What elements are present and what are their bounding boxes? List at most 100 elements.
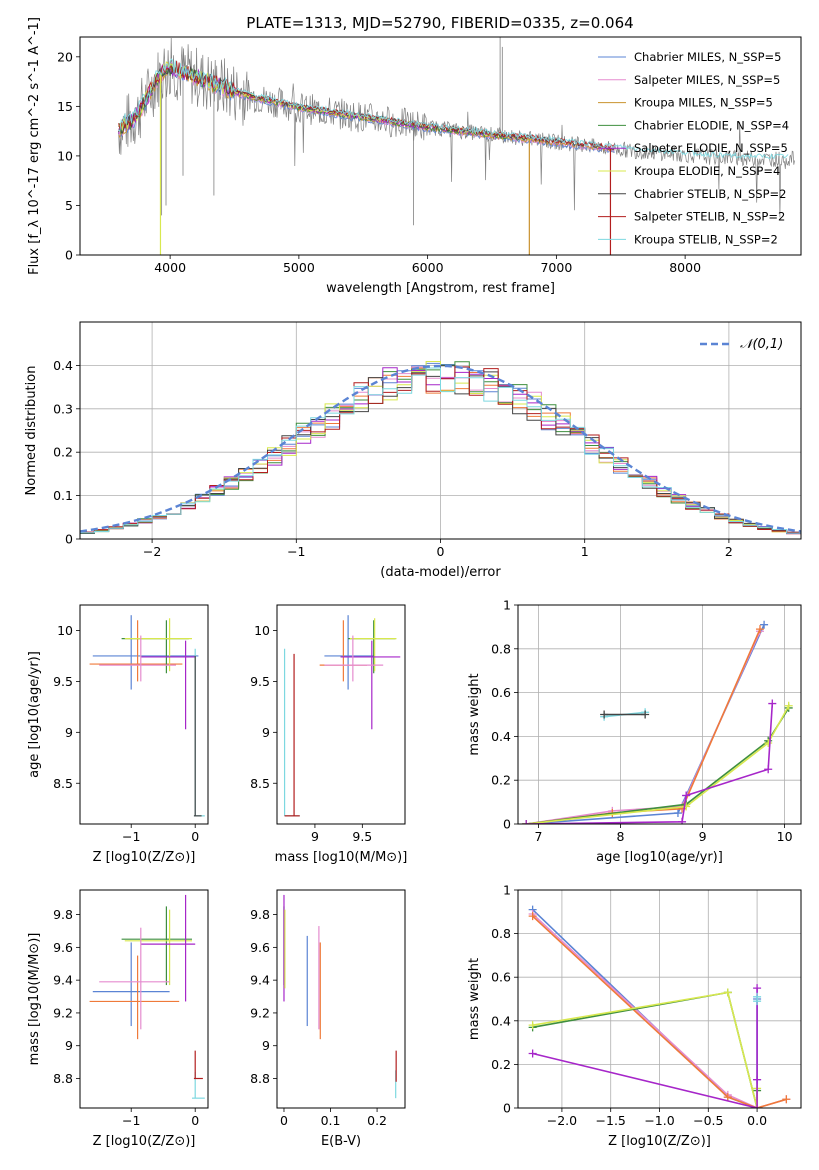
massweight-vs-Z-xtick-label: −1.0 [644, 1113, 674, 1128]
spectrum-ytick-label: 15 [57, 99, 73, 114]
age-vs-Z-ytick-label: 8.5 [53, 776, 73, 791]
spectrum-plot-area [118, 37, 795, 255]
spectrum-title: PLATE=1313, MJD=52790, FIBERID=0335, z=0… [246, 14, 633, 32]
spectrum-ytick-label: 20 [57, 49, 73, 64]
massweight-vs-age-series-marker [764, 738, 773, 747]
spectrum-ytick-label: 0 [65, 248, 73, 263]
mass-vs-EBV-ytick-label: 9.2 [250, 1005, 270, 1020]
massweight-vs-Z-series-marker [723, 1093, 732, 1102]
massweight-vs-age-xtick-label: 9 [699, 829, 707, 844]
massweight-vs-Z-xtick-label: −1.5 [596, 1113, 626, 1128]
mass-vs-EBV-ytick-label: 8.8 [250, 1071, 270, 1086]
mass-vs-Z-ytick-label: 9.6 [53, 940, 73, 955]
massweight-vs-age-series-marker [682, 802, 691, 811]
age-vs-Z-ytick-label: 10 [57, 623, 73, 638]
massweight-vs-age-series-marker [784, 701, 793, 710]
spectrum-xtick-label: 7000 [540, 260, 572, 275]
mass-vs-Z-xlabel: Z [log10(Z/Z⊙)] [93, 1134, 196, 1149]
massweight-vs-age-ytick-label: 1 [503, 598, 511, 613]
spectrum-legend-label: Salpeter ELODIE, N_SSP=5 [634, 141, 788, 155]
age-vs-mass-xtick-label: 9.5 [352, 829, 372, 844]
massweight-vs-Z-series-marker [528, 912, 537, 921]
mass-vs-Z-frame [79, 889, 209, 1109]
age-vs-mass-plot-area [283, 615, 401, 817]
massweight-vs-Z-xtick-label: 0.0 [747, 1113, 767, 1128]
massweight-vs-age-series-marker [678, 817, 687, 824]
massweight-vs-Z-series-marker [723, 988, 732, 997]
residuals-plot-area [80, 361, 801, 535]
mass-vs-Z-ytick-label: 8.8 [53, 1071, 73, 1086]
massweight-vs-Z-xtick-label: −2.0 [547, 1113, 577, 1128]
massweight-vs-Z-series-marker [753, 984, 762, 993]
spectrum-legend-label: Chabrier STELIB, N_SSP=2 [634, 187, 786, 201]
residuals-ytick-label: 0.3 [53, 401, 73, 416]
spectrum-xtick-label: 5000 [283, 260, 315, 275]
spectrum-legend-label: Salpeter MILES, N_SSP=5 [634, 73, 780, 87]
age-vs-Z-plot-area [89, 615, 205, 817]
residuals-xtick-label: 0 [437, 544, 445, 559]
spectrum-ytick-label: 10 [57, 148, 73, 163]
age-vs-mass-frame [276, 604, 406, 825]
massweight-vs-Z-plot-area [528, 905, 791, 1108]
massweight-vs-Z-series-marker [753, 1104, 762, 1108]
residuals-xtick-label: 2 [725, 544, 733, 559]
residuals-xtick-label: 1 [581, 544, 589, 559]
spectrum-ylabel: Flux [f_λ 10^-17 erg cm^-2 s^-1 A^-1] [27, 17, 42, 275]
massweight-vs-Z-ytick-label: 0.6 [491, 970, 511, 985]
age-vs-mass-ytick-label: 8.5 [250, 776, 270, 791]
massweight-vs-age-series-line [526, 705, 790, 824]
age-vs-Z-ytick-label: 9 [65, 725, 73, 740]
mass-vs-EBV-xlabel: E(B-V) [321, 1134, 361, 1149]
age-vs-mass-ytick-label: 9 [262, 725, 270, 740]
residuals-ytick-label: 0.2 [53, 445, 73, 460]
massweight-vs-age-xtick-label: 7 [535, 829, 543, 844]
mass-vs-EBV-axes: 0 0.1 0.2 8.8 9 9.2 9.4 9.6 9.8 E(B-V) [250, 907, 387, 1149]
residuals-ylabel: Normed distribution [24, 366, 39, 496]
mass-vs-EBV-frame [276, 889, 406, 1109]
massweight-vs-age-series-marker [760, 620, 769, 629]
residuals-frame [79, 321, 802, 540]
massweight-vs-age-ytick-label: 0.8 [491, 641, 511, 656]
massweight-vs-age-series-marker [641, 710, 650, 719]
spectrum-model-line [118, 63, 615, 151]
spectrum-xtick-label: 8000 [669, 260, 701, 275]
age-vs-Z-ytick-label: 9.5 [53, 674, 73, 689]
massweight-vs-age-series-marker [673, 809, 682, 818]
spectrum-xtick-label: 4000 [154, 260, 186, 275]
massweight-vs-age-ytick-label: 0.4 [491, 729, 511, 744]
massweight-vs-Z-series-line [532, 915, 787, 1108]
residuals-xtick-label: −2 [143, 544, 161, 559]
massweight-vs-age-series-marker [600, 710, 609, 719]
massweight-vs-Z-series-marker [753, 1075, 762, 1084]
massweight-vs-age-series-marker [682, 791, 691, 800]
mass-vs-EBV-ytick-label: 9.4 [250, 973, 270, 988]
massweight-vs-Z-series-line [532, 988, 758, 1108]
age-vs-Z-axes: −1 0 8.5 9 9.5 10 Z [log10(Z/Z⊙)] age [log10(ag… [27, 623, 199, 865]
spectrum-data-line [118, 37, 795, 218]
massweight-vs-Z-ytick-label: 0 [503, 1101, 511, 1116]
age-vs-mass-axes: 9 9.5 8.5 9 9.5 10 mass [log10(M/M⊙)] [250, 623, 407, 865]
age-vs-Z-xtick-label: −1 [122, 829, 140, 844]
massweight-vs-Z-xtick-label: −0.5 [693, 1113, 723, 1128]
mass-vs-EBV-ytick-label: 9 [262, 1038, 270, 1053]
spectrum-legend-label: Salpeter STELIB, N_SSP=2 [634, 210, 785, 224]
age-vs-mass-xlabel: mass [log10(M/M⊙)] [275, 850, 408, 865]
spectrum-legend-label: Kroupa MILES, N_SSP=5 [634, 96, 773, 110]
massweight-vs-Z-xlabel: Z [log10(Z/Z⊙)] [608, 1134, 711, 1149]
spectrum-xlabel: wavelength [Angstrom, rest frame] [326, 281, 555, 296]
spectrum-legend-label: Kroupa ELODIE, N_SSP=4 [634, 164, 780, 178]
residuals-ytick-label: 0.4 [53, 358, 73, 373]
spectrum-legend-label: Chabrier MILES, N_SSP=5 [634, 50, 781, 64]
massweight-vs-Z-ylabel: mass weight [467, 958, 482, 1040]
age-vs-Z-ylabel: age [log10(age/yr)] [27, 651, 42, 778]
massweight-vs-age-plot-area [522, 620, 793, 824]
massweight-vs-age-xlabel: age [log10(age/yr)] [596, 850, 723, 865]
massweight-vs-Z-series-marker [782, 1095, 791, 1104]
spectrum-frame [79, 36, 802, 256]
residuals-ytick-label: 0.1 [53, 488, 73, 503]
mass-vs-EBV-ytick-label: 9.8 [250, 907, 270, 922]
mass-vs-EBV-xtick-label: 0.2 [367, 1113, 387, 1128]
age-vs-mass-ytick-label: 9.5 [250, 674, 270, 689]
residuals-xtick-label: −1 [287, 544, 305, 559]
